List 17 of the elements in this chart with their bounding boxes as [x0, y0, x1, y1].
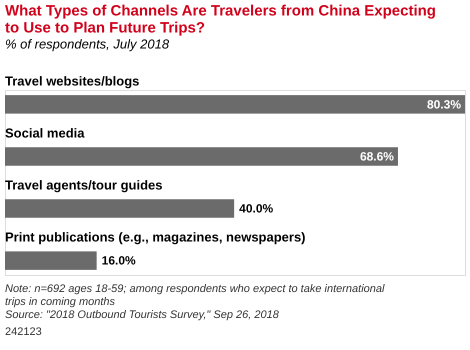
y-tick-label: Print publications (e.g., magazines, newspapers)	[5, 230, 306, 245]
data-label: 16.0%	[102, 254, 136, 268]
bar	[5, 147, 398, 166]
chart-subtitle: % of respondents, July 2018	[5, 36, 170, 52]
text: Note: n=692 ages 18-59; among respondents who expect to take international trips in coming months	[5, 283, 386, 308]
y-tick-label: Travel websites/blogs	[5, 73, 140, 88]
y-tick-label: Social media	[5, 125, 86, 140]
bar	[5, 251, 97, 270]
data-label: 40.0%	[239, 202, 274, 216]
source-note: Source: "2018 Outbound Tourists Survey," Sep 26, 2018	[5, 309, 280, 321]
bar	[5, 199, 234, 218]
data-label: 68.6%	[360, 149, 394, 164]
bar	[5, 95, 465, 114]
text: 242123	[5, 326, 42, 338]
chart-title: What Types of Channels Are Travelers from China Expecting to Use to Plan Future Trips?	[5, 2, 436, 36]
data-label: 80.3%	[426, 97, 462, 112]
y-tick-label: Travel agents/tour guides	[5, 178, 162, 193]
